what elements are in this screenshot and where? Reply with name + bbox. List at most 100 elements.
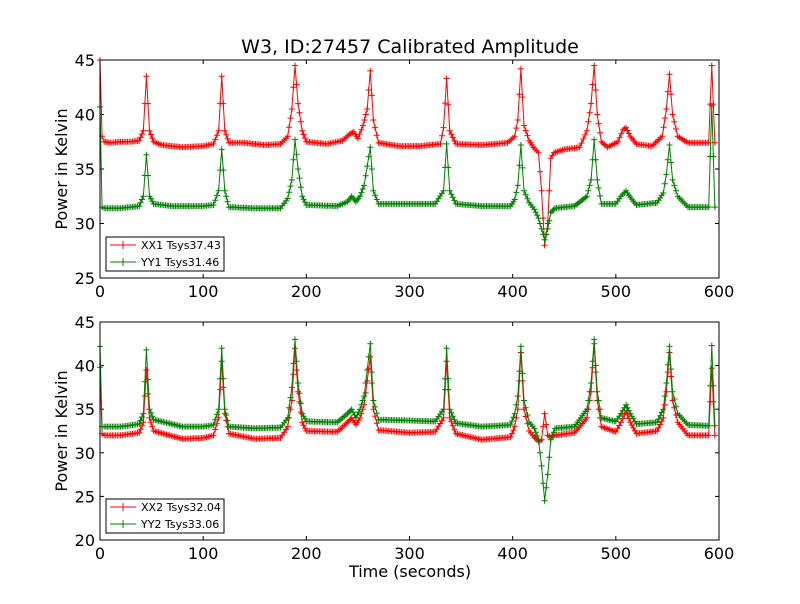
data-point [360, 122, 367, 129]
data-point [149, 198, 156, 205]
data-point [538, 462, 545, 469]
data-point [619, 415, 626, 422]
data-point [708, 62, 715, 69]
data-point [139, 131, 145, 138]
data-point [624, 404, 631, 411]
data-point [221, 127, 228, 134]
data-point [224, 417, 231, 424]
data-point [538, 225, 545, 232]
chart-bottom-ylabel: Power in Kelvin [52, 370, 71, 491]
data-point [671, 118, 678, 125]
data-point [365, 153, 372, 160]
data-point [614, 138, 621, 145]
data-point [519, 94, 526, 101]
data-point [290, 360, 297, 367]
data-point [664, 88, 671, 95]
chart-top-legend: + XX1 Tsys37.43 + YY1 Tsys31.46 [105, 236, 225, 272]
y-tick-label: 35 [75, 400, 95, 419]
data-point [451, 416, 458, 423]
data-point [654, 428, 661, 434]
data-point [532, 209, 539, 216]
series-markers [97, 336, 718, 504]
data-point [296, 175, 303, 182]
data-point [660, 414, 667, 421]
data-point [221, 187, 228, 194]
data-point [524, 195, 531, 202]
data-point [668, 159, 674, 166]
data-point [517, 65, 524, 72]
data-point [591, 336, 598, 343]
x-tick-label: 500 [601, 544, 632, 563]
data-point [514, 393, 521, 400]
data-point [362, 380, 369, 386]
data-point [543, 231, 550, 238]
data-point [660, 190, 667, 196]
chart-bottom-legend-marker-yy2: + [118, 517, 128, 531]
data-point [669, 176, 676, 183]
data-point [147, 409, 154, 416]
data-point [143, 367, 150, 373]
data-point [292, 136, 298, 143]
x-tick-label: 200 [291, 544, 322, 563]
data-point [223, 131, 230, 138]
data-point [355, 409, 362, 416]
y-tick-label: 25 [75, 487, 95, 506]
chart-top-frame [99, 59, 720, 279]
data-point [288, 176, 295, 183]
data-point [576, 144, 583, 151]
data-point [451, 197, 458, 204]
data-point [218, 146, 225, 153]
data-point [346, 131, 353, 138]
data-point [224, 135, 231, 142]
data-point [359, 397, 366, 404]
data-point [708, 365, 715, 372]
data-point [292, 62, 298, 69]
data-point [373, 410, 380, 417]
data-point [297, 118, 304, 125]
data-point [711, 204, 718, 211]
data-point [710, 382, 717, 389]
data-point [448, 418, 455, 425]
y-tick-label: 35 [75, 160, 95, 179]
chart-bottom-legend-label-xx2: XX2 Tsys32.04 [141, 501, 221, 514]
data-point [140, 127, 147, 134]
data-point [356, 131, 363, 138]
data-point [362, 172, 369, 179]
data-point [521, 187, 527, 194]
data-point [215, 414, 222, 421]
data-point [210, 140, 217, 147]
data-point [364, 163, 371, 170]
y-tick-label: 20 [75, 531, 95, 550]
series-markers [97, 102, 718, 243]
data-point [446, 414, 453, 421]
data-point [531, 206, 538, 213]
data-point [585, 187, 592, 194]
data-point [210, 421, 217, 428]
data-point [293, 81, 300, 88]
data-point [659, 133, 666, 140]
data-point [213, 420, 220, 427]
data-point [586, 109, 593, 116]
data-point [669, 388, 676, 395]
data-point [589, 81, 596, 88]
data-point [286, 124, 293, 131]
data-point [220, 375, 227, 382]
data-point [146, 406, 153, 413]
data-point [664, 361, 671, 368]
data-point [365, 353, 372, 360]
data-point [296, 109, 303, 116]
data-point [511, 410, 518, 417]
data-point [513, 189, 520, 196]
data-point [439, 132, 445, 139]
series-markers [97, 57, 718, 249]
data-point [213, 132, 220, 139]
data-point [364, 367, 371, 373]
data-point [546, 454, 553, 461]
data-point [541, 236, 548, 243]
x-tick-label: 300 [394, 544, 425, 563]
data-point [137, 199, 144, 206]
data-point [302, 199, 308, 206]
x-tick-label: 100 [188, 544, 219, 563]
data-point [532, 429, 539, 436]
data-point [372, 403, 379, 410]
